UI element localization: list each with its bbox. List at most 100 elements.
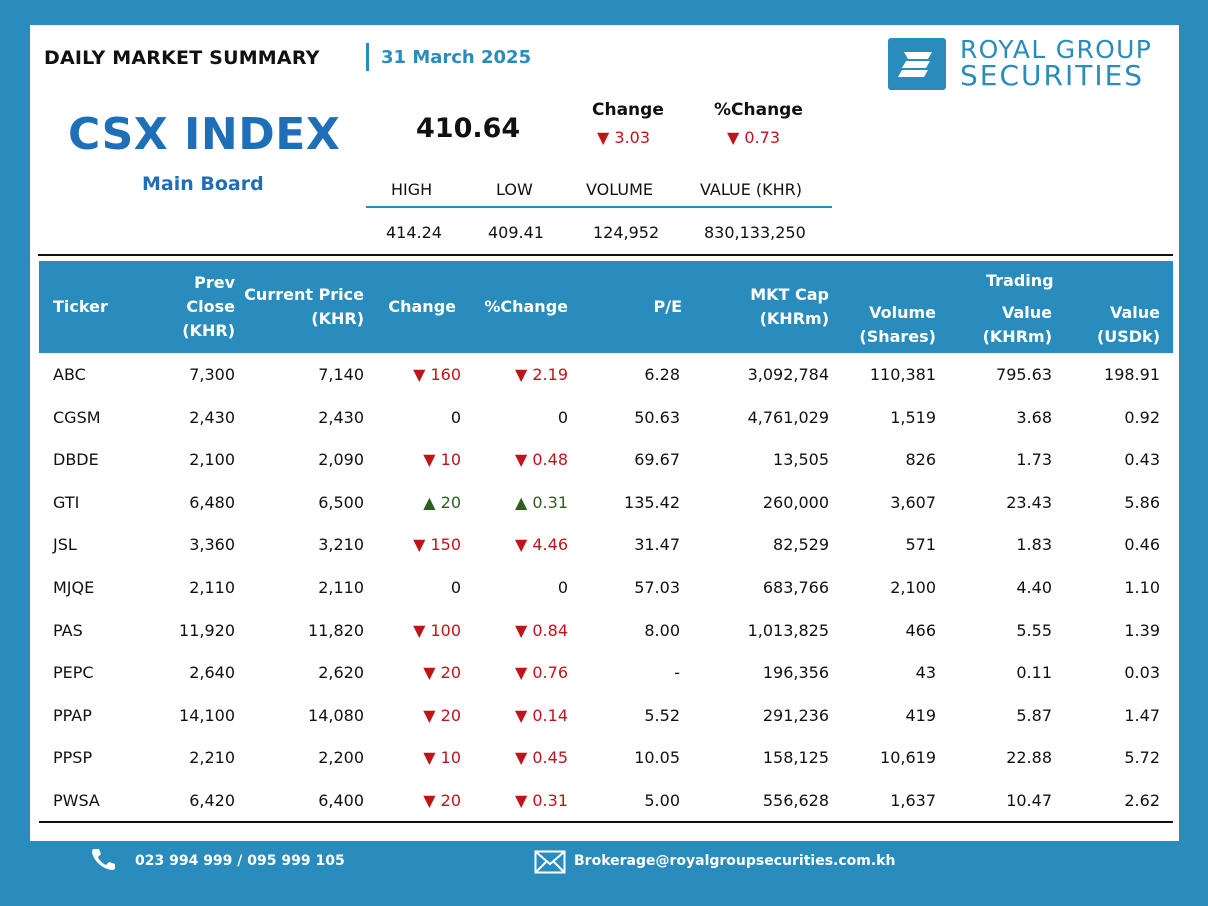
down-arrow-icon: ▼ bbox=[514, 790, 533, 810]
cell-pct: ▼ 0.45 bbox=[514, 748, 568, 768]
down-arrow-icon: ▼ bbox=[514, 705, 533, 725]
cell-cur: 7,140 bbox=[318, 365, 364, 384]
company-logo: ROYAL GROUP SECURITIES bbox=[888, 35, 1168, 94]
cell-pct: ▼ 0.14 bbox=[514, 705, 568, 725]
cell-prev: 11,920 bbox=[179, 620, 235, 640]
cell-cap: 1,013,825 bbox=[747, 620, 829, 640]
table-row: ABC 7,300 7,140 ▼ 160 ▼ 2.19 6.28 3,092,784 110… bbox=[39, 353, 1173, 396]
cell-pct: ▼ 0.84 bbox=[514, 620, 568, 640]
cell-vol: 3,607 bbox=[890, 492, 936, 512]
header-value-usdk: Value (USDk) bbox=[1096, 303, 1160, 346]
cell-cap: 291,236 bbox=[762, 705, 829, 725]
footer-email[interactable]: Brokerage@royalgroupsecurities.com.kh bbox=[574, 853, 896, 869]
stats-underline bbox=[366, 206, 832, 208]
cell-pe: 5.00 bbox=[644, 790, 680, 810]
cell-prev: 7,300 bbox=[189, 365, 235, 384]
cell-vusd: 5.72 bbox=[1124, 748, 1160, 768]
cell-cap: 683,766 bbox=[762, 577, 829, 597]
logo-text-royal-group: ROYAL GROUP bbox=[960, 35, 1153, 64]
phone-icon bbox=[90, 846, 120, 872]
cell-prev: 3,360 bbox=[189, 535, 235, 555]
cell-cap: 260,000 bbox=[762, 492, 829, 512]
cell-vkhr: 4.40 bbox=[1016, 577, 1052, 597]
down-arrow-icon: ▼ bbox=[413, 620, 431, 640]
cell-chg: ▼ 10 bbox=[423, 450, 461, 470]
stat-low-value: 409.41 bbox=[488, 223, 544, 242]
index-value: 410.64 bbox=[416, 113, 521, 144]
down-arrow-icon: ▼ bbox=[423, 748, 441, 768]
index-pct-change-label: %Change bbox=[714, 100, 803, 120]
cell-cap: 556,628 bbox=[762, 790, 829, 810]
cell-pct: ▼ 0.48 bbox=[514, 450, 568, 470]
cell-cur: 6,400 bbox=[318, 790, 364, 810]
cell-cap: 82,529 bbox=[773, 535, 829, 555]
cell-cap: 158,125 bbox=[762, 748, 829, 768]
table-row: PWSA 6,420 6,400 ▼ 20 ▼ 0.31 5.00 556,628 1,637… bbox=[39, 779, 1173, 822]
cell-vusd: 0.92 bbox=[1124, 407, 1160, 427]
down-arrow-icon: ▼ bbox=[423, 705, 441, 725]
header-change: Change bbox=[388, 297, 456, 316]
stat-volume-label: VOLUME bbox=[586, 180, 653, 199]
cell-pe: 6.28 bbox=[644, 365, 680, 384]
cell-vusd: 2.62 bbox=[1124, 790, 1160, 810]
index-pct-change-value: ▼ 0.73 bbox=[727, 128, 781, 147]
cell-pct: ▼ 0.31 bbox=[514, 790, 568, 810]
cell-prev: 14,100 bbox=[179, 705, 235, 725]
cell-cur: 2,110 bbox=[318, 577, 364, 597]
header-trading: Trading bbox=[986, 271, 1054, 290]
cell-vkhr: 1.83 bbox=[1016, 535, 1052, 555]
cell-vol: 419 bbox=[905, 705, 936, 725]
cell-pe: 8.00 bbox=[644, 620, 680, 640]
cell-ticker: PPSP bbox=[53, 748, 93, 768]
cell-chg: ▼ 150 bbox=[413, 535, 461, 555]
cell-vusd: 198.91 bbox=[1104, 365, 1160, 384]
table-row: DBDE 2,100 2,090 ▼ 10 ▼ 0.48 69.67 13,505 826 1.… bbox=[39, 438, 1173, 481]
logo-text-securities: SECURITIES bbox=[960, 59, 1145, 92]
cell-cur: 2,200 bbox=[318, 748, 364, 768]
cell-vol: 110,381 bbox=[869, 365, 936, 384]
index-name: CSX INDEX bbox=[68, 109, 341, 160]
table-bottom-rule bbox=[39, 821, 1173, 823]
cell-pe: - bbox=[674, 663, 680, 683]
summary-card: DAILY MARKET SUMMARY 31 March 2025 ROYAL… bbox=[30, 25, 1179, 841]
cell-pct: ▲ 0.31 bbox=[514, 492, 568, 512]
table-row: PPAP 14,100 14,080 ▼ 20 ▼ 0.14 5.52 291,236 419… bbox=[39, 694, 1173, 737]
down-arrow-icon: ▼ bbox=[413, 535, 431, 555]
cell-vkhr: 795.63 bbox=[996, 365, 1052, 384]
cell-chg: ▼ 20 bbox=[423, 705, 461, 725]
cell-chg: 0 bbox=[450, 407, 461, 427]
down-arrow-icon: ▼ bbox=[514, 620, 533, 640]
cell-pe: 5.52 bbox=[644, 705, 680, 725]
cell-prev: 2,210 bbox=[189, 748, 235, 768]
up-arrow-icon: ▲ bbox=[423, 492, 441, 512]
cell-ticker: JSL bbox=[53, 535, 77, 555]
down-arrow-icon: ▼ bbox=[413, 365, 431, 384]
cell-vkhr: 22.88 bbox=[1006, 748, 1052, 768]
cell-ticker: PWSA bbox=[53, 790, 100, 810]
table-header: Ticker Prev Close (KHR) Current Price (K… bbox=[39, 261, 1173, 353]
cell-vkhr: 0.11 bbox=[1016, 663, 1052, 683]
table-row: GTI 6,480 6,500 ▲ 20 ▲ 0.31 135.42 260,000 3,60… bbox=[39, 481, 1173, 524]
cell-ticker: PEPC bbox=[53, 663, 94, 683]
header-value-khrm: Value (KHRm) bbox=[982, 303, 1052, 346]
cell-pe: 69.67 bbox=[634, 450, 680, 470]
cell-prev: 2,640 bbox=[189, 663, 235, 683]
down-arrow-icon: ▼ bbox=[423, 450, 441, 470]
cell-prev: 2,100 bbox=[189, 450, 235, 470]
cell-cur: 2,430 bbox=[318, 407, 364, 427]
down-arrow-icon: ▼ bbox=[423, 663, 441, 683]
stat-low-label: LOW bbox=[496, 180, 533, 199]
cell-chg: ▼ 10 bbox=[423, 748, 461, 768]
logo-mark-icon bbox=[888, 38, 946, 90]
down-arrow-icon: ▼ bbox=[514, 365, 533, 384]
table-row: PPSP 2,210 2,200 ▼ 10 ▼ 0.45 10.05 158,125 10,6… bbox=[39, 736, 1173, 779]
header-ticker: Ticker bbox=[53, 297, 108, 316]
cell-cap: 3,092,784 bbox=[747, 365, 829, 384]
stat-volume-value: 124,952 bbox=[593, 223, 660, 242]
stat-value-value: 830,133,250 bbox=[704, 223, 806, 242]
index-change-value: ▼ 3.03 bbox=[597, 128, 651, 147]
cell-chg: 0 bbox=[450, 577, 461, 597]
cell-vkhr: 5.87 bbox=[1016, 705, 1052, 725]
cell-vol: 2,100 bbox=[890, 577, 936, 597]
cell-chg: ▲ 20 bbox=[423, 492, 461, 512]
